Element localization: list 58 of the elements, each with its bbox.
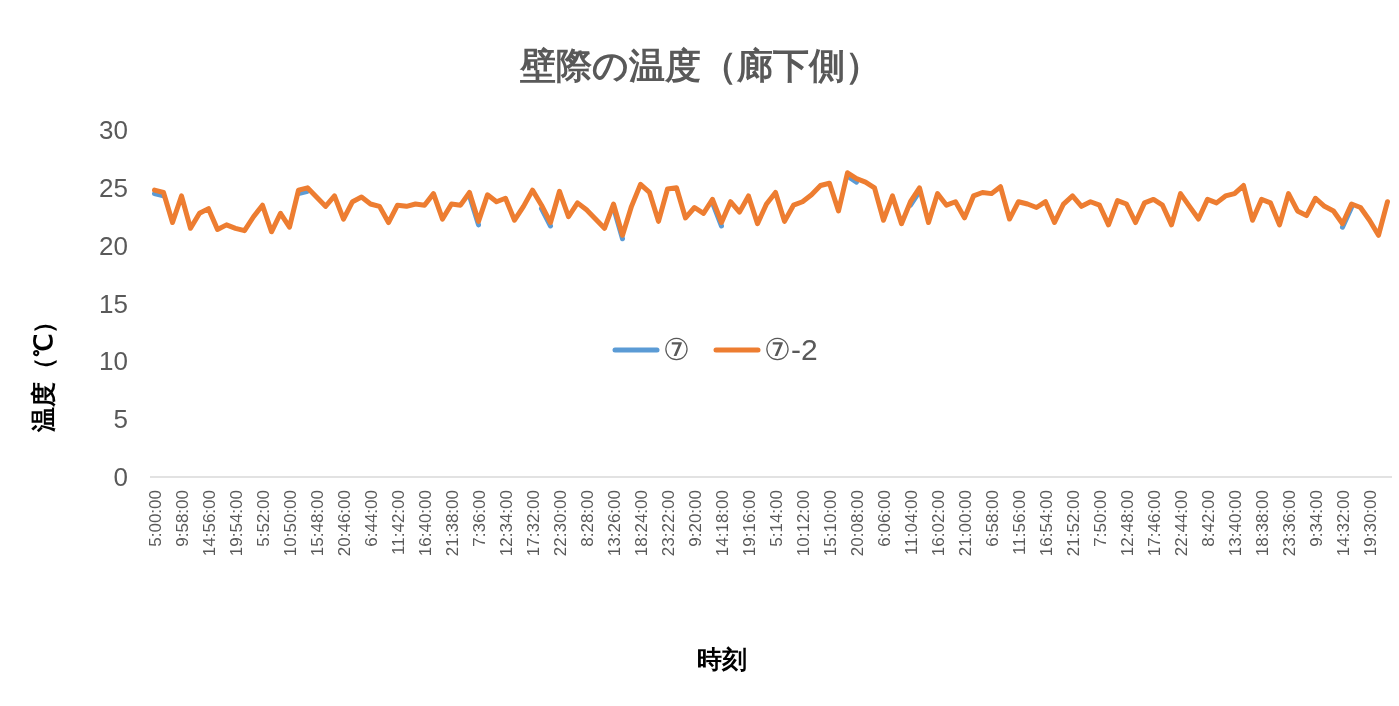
x-tick-label: 14:18:00 xyxy=(712,490,732,557)
x-tick-label: 22:44:00 xyxy=(1171,490,1191,557)
x-tick-label: 21:00:00 xyxy=(955,490,975,557)
x-tick-label: 11:04:00 xyxy=(901,490,921,555)
y-tick-label: 25 xyxy=(99,172,128,203)
x-tick-label: 18:24:00 xyxy=(631,490,651,557)
x-tick-label: 19:30:00 xyxy=(1360,490,1380,557)
x-tick-label: 15:10:00 xyxy=(820,490,840,557)
y-tick-label: 0 xyxy=(113,462,128,492)
x-tick-label: 19:54:00 xyxy=(226,490,246,557)
x-tick-label: 11:42:00 xyxy=(388,490,408,555)
x-tick-label: 19:16:00 xyxy=(739,490,759,557)
x-tick-label: 5:14:00 xyxy=(766,490,786,547)
x-tick-label: 9:34:00 xyxy=(1306,490,1326,547)
x-tick-label: 5:00:00 xyxy=(145,490,165,547)
x-tick-label: 21:52:00 xyxy=(1063,490,1083,557)
y-tick-label: 20 xyxy=(99,230,128,261)
legend-label: ⑦-2 xyxy=(764,333,818,366)
x-tick-label: 16:40:00 xyxy=(415,490,435,557)
x-tick-label: 6:06:00 xyxy=(874,490,894,547)
x-tick-label: 7:50:00 xyxy=(1090,490,1110,547)
x-tick-label: 8:28:00 xyxy=(577,490,597,547)
x-tick-label: 20:46:00 xyxy=(334,490,354,557)
x-tick-label: 8:42:00 xyxy=(1198,490,1218,547)
x-tick-label: 7:36:00 xyxy=(469,490,489,547)
y-tick-label: 10 xyxy=(99,346,128,377)
x-tick-label: 9:58:00 xyxy=(172,490,192,547)
x-tick-label: 17:32:00 xyxy=(523,490,543,557)
x-tick-label: 12:34:00 xyxy=(496,490,516,557)
legend-label: ⑦ xyxy=(663,333,690,366)
x-tick-label: 12:48:00 xyxy=(1117,490,1137,557)
chart-title: 壁際の温度（廊下側） xyxy=(518,45,881,86)
x-tick-label: 23:36:00 xyxy=(1279,490,1299,557)
x-tick-label: 16:54:00 xyxy=(1036,490,1056,557)
y-axis-title: 温度（℃） xyxy=(29,308,57,433)
x-tick-label: 21:38:00 xyxy=(442,490,462,557)
x-tick-label: 16:02:00 xyxy=(928,490,948,557)
x-tick-label: 6:44:00 xyxy=(361,490,381,547)
x-tick-label: 9:20:00 xyxy=(685,490,705,547)
y-tick-label: 30 xyxy=(99,115,128,145)
x-tick-label: 5:52:00 xyxy=(253,490,273,547)
y-tick-label: 5 xyxy=(113,404,128,435)
x-tick-label: 20:08:00 xyxy=(847,490,867,557)
x-axis-title: 時刻 xyxy=(697,645,747,673)
x-tick-label: 13:40:00 xyxy=(1225,490,1245,557)
x-tick-label: 10:50:00 xyxy=(280,490,300,557)
x-tick-label: 15:48:00 xyxy=(307,490,327,557)
x-tick-label: 13:26:00 xyxy=(604,490,624,557)
x-tick-label: 18:38:00 xyxy=(1252,490,1272,557)
x-tick-label: 22:30:00 xyxy=(550,490,570,557)
x-tick-label: 14:56:00 xyxy=(199,490,219,557)
x-tick-label: 23:22:00 xyxy=(658,490,678,557)
x-tick-label: 11:56:00 xyxy=(1009,490,1029,555)
x-tick-label: 6:58:00 xyxy=(982,490,1002,547)
x-tick-label: 10:12:00 xyxy=(793,490,813,557)
x-tick-label: 14:32:00 xyxy=(1333,490,1353,557)
y-tick-label: 15 xyxy=(99,288,128,319)
x-tick-label: 17:46:00 xyxy=(1144,490,1164,557)
